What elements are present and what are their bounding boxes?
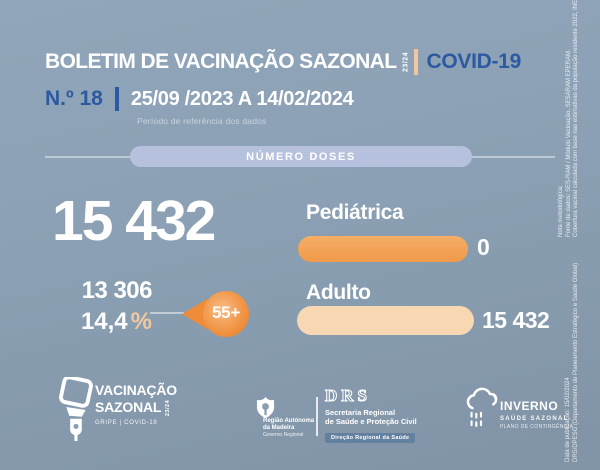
inverno-sub2: PLANO DE CONTINGÊNCIA — [500, 424, 574, 430]
publication-note: Data de publicação: 15/02/2024 DRS/DPESG… — [565, 262, 580, 462]
campaign-season-vertical: 23/24 — [164, 399, 171, 416]
methodology-line1: Nota metodológica: — [558, 185, 564, 237]
category-adult-label: Adulto — [306, 281, 371, 304]
age55-doses-value: 13 306 — [81, 277, 153, 304]
madeira-crest-icon — [256, 397, 275, 418]
footer-divider — [316, 397, 318, 436]
publication-line1: Data de publicação: 15/02/2024 — [565, 377, 571, 462]
category-adult-value: 15 432 — [482, 307, 550, 333]
age55-coverage-value: 14,4 — [80, 308, 128, 335]
madeira-line3: Governo Regional — [263, 431, 304, 438]
reference-period: 25/09 /2023 A 14/02/2024 — [130, 87, 354, 110]
publication-line2: DRS/DPESG (Departamento de Planeamento E… — [572, 262, 579, 462]
methodology-note: Nota metodológica: Fonte de dados: SES-R… — [558, 0, 581, 237]
category-pediatric-value: 0 — [477, 234, 490, 260]
topic-label: COVID-19 — [426, 50, 521, 73]
inverno-name: INVERNO — [500, 399, 559, 413]
drs-badge: Direção Regional da Saúde — [325, 433, 416, 443]
umbrella-syringe-icon — [59, 377, 93, 441]
madeira-line2: da Madeira — [263, 424, 295, 431]
season-vertical-label: 23/24 — [402, 51, 410, 73]
campaign-line1: VACINAÇÃO — [95, 382, 177, 398]
campaign-logo-text: VACINAÇÃO SAZONAL 23/24 GRIPE | COVID-19 — [95, 382, 177, 426]
drs-line2: de Saúde e Proteção Civil — [325, 416, 417, 426]
age55-balloon-icon — [182, 291, 249, 337]
category-pediatric-bar — [298, 236, 468, 262]
header: BOLETIM DE VACINAÇÃO SAZONAL 23/24 COVID… — [45, 47, 521, 77]
campaign-line2: SAZONAL — [95, 399, 162, 415]
age55-group-label: 55+ — [212, 303, 240, 322]
madeira-line1: Região Autónoma — [263, 418, 315, 424]
inverno-logo-text: INVERNO SAÚDE SAZONAL PLANO DE CONTINGÊN… — [500, 399, 573, 430]
drs-line1: Secretaria Regional — [325, 408, 396, 417]
methodology-line2: Fonte de dados: SES-RAM / Módulo Vacinaç… — [565, 49, 572, 237]
header-divider-bar — [414, 49, 419, 75]
age55-stats: 13 306 14,4% — [45, 276, 153, 337]
edition-divider-bar — [114, 87, 119, 111]
drs-logo: DRS Secretaria Regional de Saúde e Prote… — [325, 386, 417, 444]
section-banner: NÚMERO DOSES — [130, 146, 472, 167]
edition-row: N.º 18 25/09 /2023 A 14/02/2024 — [45, 85, 354, 113]
campaign-sub: GRIPE | COVID-19 — [95, 420, 158, 426]
edition-number: N.º 18 — [45, 87, 103, 110]
page-title: BOLETIM DE VACINAÇÃO SAZONAL — [45, 50, 397, 73]
balloon-connector-line — [150, 312, 184, 314]
inverno-sub1: SAÚDE SAZONAL — [500, 416, 569, 422]
methodology-line3: Cobertura vacinal calculada com base nas… — [573, 0, 580, 237]
drs-acronym: DRS — [325, 386, 372, 406]
category-pediatric-label: Pediátrica — [306, 201, 404, 224]
total-doses-value: 15 432 — [52, 189, 216, 253]
winter-cloud-rain-icon — [466, 387, 498, 428]
age55-coverage: 14,4% — [45, 306, 152, 337]
banner-label: NÚMERO DOSES — [246, 150, 356, 163]
category-adult-bar — [297, 306, 474, 335]
period-caption: Período de referência dos dados — [137, 116, 267, 126]
madeira-logo-text: Região Autónoma da Madeira Governo Regio… — [263, 418, 314, 438]
percent-sign: % — [130, 308, 152, 335]
